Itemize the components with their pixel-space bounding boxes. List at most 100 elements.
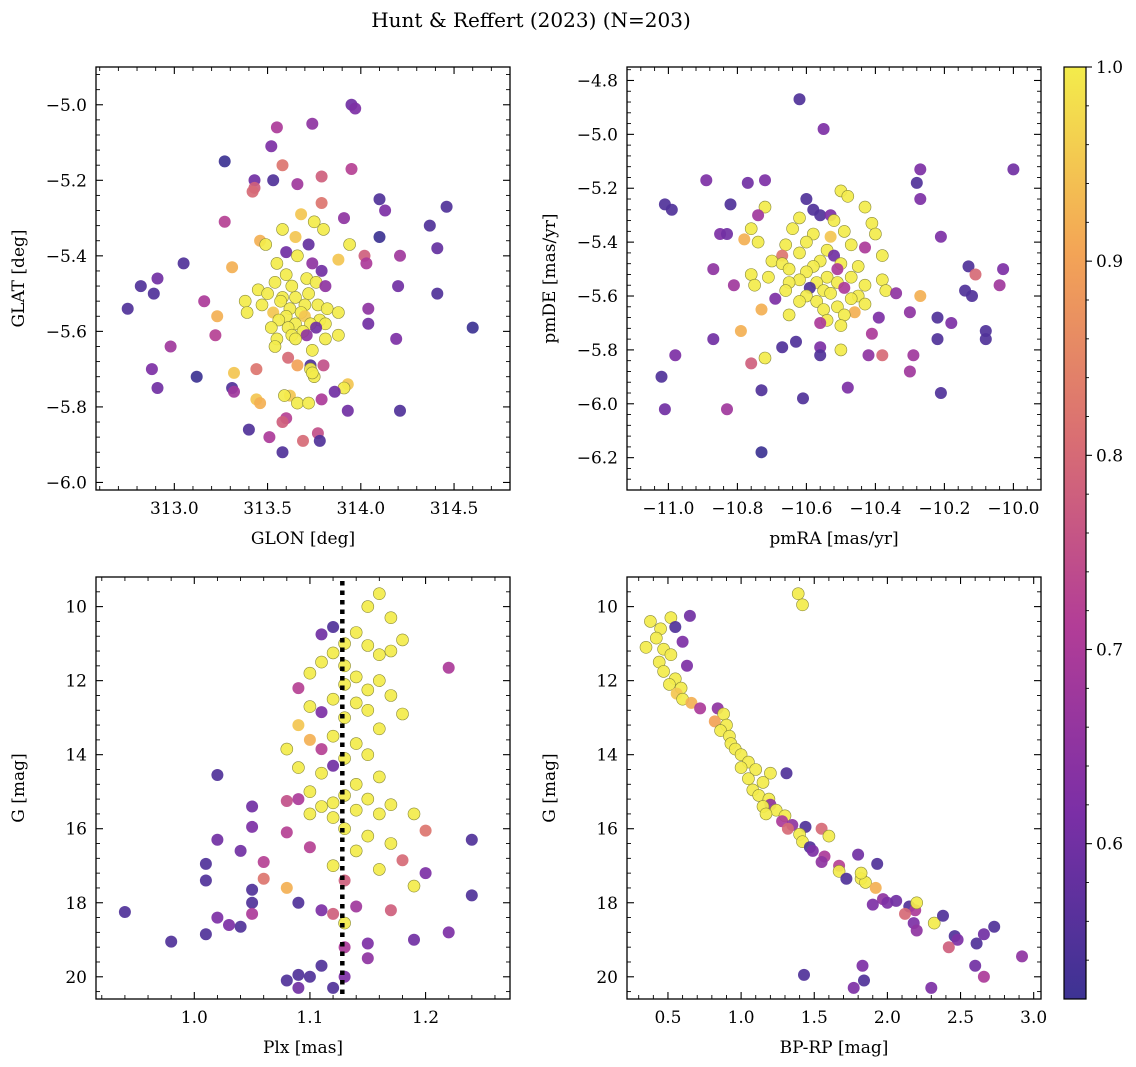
y-tick-label: −6.2 <box>577 449 618 469</box>
data-point <box>962 260 975 273</box>
data-point <box>779 238 793 252</box>
y-tick-label: −5.8 <box>577 341 618 361</box>
data-point <box>373 193 386 206</box>
data-point <box>228 366 240 379</box>
data-point <box>800 265 813 279</box>
data-point <box>242 423 255 436</box>
data-point <box>945 317 958 329</box>
data-point <box>431 287 444 300</box>
data-point <box>876 349 889 362</box>
data-point <box>724 198 737 211</box>
data-point <box>384 611 398 625</box>
data-point <box>914 290 927 302</box>
data-point <box>280 881 293 894</box>
data-point <box>790 335 802 348</box>
data-point <box>349 737 363 750</box>
scatter-points <box>118 587 478 994</box>
data-point <box>349 670 363 684</box>
data-point <box>343 238 356 251</box>
x-tick-label: 313.0 <box>150 499 199 519</box>
data-point <box>776 341 789 354</box>
data-point <box>291 178 304 191</box>
data-point <box>951 933 964 946</box>
data-point <box>327 907 340 920</box>
data-point <box>211 833 224 846</box>
data-point <box>466 321 479 334</box>
data-point <box>741 176 754 189</box>
data-point <box>858 974 870 987</box>
data-point <box>349 696 363 710</box>
data-point <box>869 881 882 894</box>
data-point <box>270 257 284 270</box>
data-point <box>869 227 882 241</box>
data-point <box>280 742 294 756</box>
data-point <box>326 859 340 873</box>
data-point <box>927 916 941 930</box>
data-point <box>828 249 840 262</box>
data-point <box>721 228 733 240</box>
data-point <box>303 733 316 746</box>
data-point <box>970 937 983 950</box>
data-point <box>328 385 341 398</box>
data-point <box>744 222 758 235</box>
data-point <box>349 777 363 791</box>
data-point <box>815 856 828 868</box>
x-tick-label: −10.8 <box>711 499 763 519</box>
data-point <box>810 295 824 308</box>
x-axis-label: BP-RP [mag] <box>780 1038 889 1058</box>
y-tick-label: 18 <box>65 894 87 914</box>
data-point <box>315 655 328 669</box>
x-tick-label: 314.5 <box>430 499 479 519</box>
data-point <box>854 866 868 880</box>
data-point <box>297 434 309 447</box>
x-tick-label: −10.0 <box>987 499 1039 519</box>
data-point <box>782 262 796 276</box>
data-point <box>742 772 755 786</box>
data-point <box>419 867 432 880</box>
data-point <box>372 587 386 601</box>
data-point <box>349 102 362 115</box>
data-point <box>319 280 332 293</box>
data-point <box>844 238 858 252</box>
data-point <box>759 807 773 821</box>
data-point <box>791 587 805 601</box>
data-point <box>848 306 861 319</box>
data-point <box>683 609 696 622</box>
data-point <box>134 280 147 293</box>
y-tick-label: −5.0 <box>46 96 87 116</box>
data-point <box>800 235 813 249</box>
data-point <box>440 200 453 213</box>
data-point <box>303 970 316 983</box>
data-point <box>844 292 858 306</box>
data-point <box>394 404 406 417</box>
y-tick-label: 14 <box>65 746 87 766</box>
data-point <box>278 389 291 402</box>
data-point <box>734 325 747 337</box>
x-tick-label: 314.0 <box>336 499 385 519</box>
data-point <box>793 93 806 106</box>
data-point <box>218 215 231 228</box>
data-point <box>847 981 860 994</box>
data-point <box>349 844 363 858</box>
data-point <box>396 854 409 867</box>
data-point <box>837 225 851 238</box>
x-tick-label: 313.5 <box>243 499 292 519</box>
data-point <box>865 327 878 340</box>
x-tick-label: 1.2 <box>412 1008 439 1028</box>
data-point <box>862 349 875 362</box>
data-point <box>254 397 267 410</box>
x-tick-label: −10.2 <box>918 499 970 519</box>
plot-frame <box>626 576 1042 1000</box>
data-point <box>282 351 295 364</box>
data-point <box>749 763 763 776</box>
data-point <box>384 798 398 812</box>
data-point <box>858 297 872 311</box>
data-point <box>361 829 375 843</box>
data-point <box>465 833 478 846</box>
data-point <box>338 212 350 225</box>
data-point <box>320 302 334 316</box>
data-point <box>199 874 212 887</box>
data-point <box>285 279 299 293</box>
data-point <box>786 222 799 235</box>
data-point <box>315 628 328 641</box>
